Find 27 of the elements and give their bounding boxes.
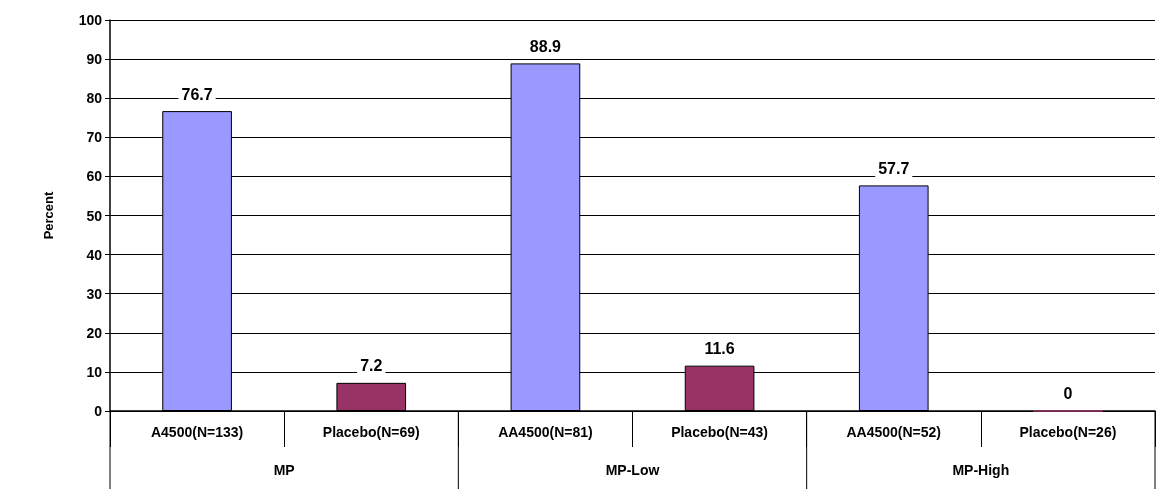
x-tick-label: Placebo(N=69) bbox=[322, 424, 420, 440]
y-axis-title: Percent bbox=[41, 190, 56, 240]
y-tick-label: 80 bbox=[86, 90, 103, 107]
data-label: 88.9 bbox=[529, 37, 562, 55]
y-tick-label: 0 bbox=[94, 403, 103, 419]
data-label: 11.6 bbox=[704, 340, 735, 358]
x-tick-label: AA4500(N=52) bbox=[846, 424, 942, 440]
data-label: 7.2 bbox=[360, 357, 383, 375]
y-tick-label: 70 bbox=[86, 129, 103, 146]
x-tick-label: Placebo(N=43) bbox=[671, 424, 769, 440]
x-tick-label: Placebo(N=26) bbox=[1019, 424, 1117, 440]
text: MP bbox=[273, 462, 295, 478]
text: MP-Low bbox=[605, 462, 660, 478]
y-tick-label: 20 bbox=[86, 324, 103, 341]
y-tick-label: 50 bbox=[86, 207, 103, 224]
text: MP-High bbox=[952, 462, 1010, 478]
y-tick-label: 60 bbox=[86, 168, 103, 185]
data-label: 0 bbox=[1063, 385, 1073, 402]
y-tick-label: 30 bbox=[86, 285, 103, 302]
data-label: 76.7 bbox=[181, 85, 213, 103]
x-tick-label: A4500(N=133) bbox=[150, 424, 244, 440]
data-label: 57.7 bbox=[878, 159, 910, 177]
y-tick-label: 10 bbox=[86, 363, 103, 380]
y-tick-label: 90 bbox=[86, 51, 103, 68]
x-tick-label: AA4500(N=81) bbox=[498, 424, 593, 440]
y-tick-label: 40 bbox=[86, 246, 103, 263]
y-tick-label: 100 bbox=[78, 12, 103, 28]
